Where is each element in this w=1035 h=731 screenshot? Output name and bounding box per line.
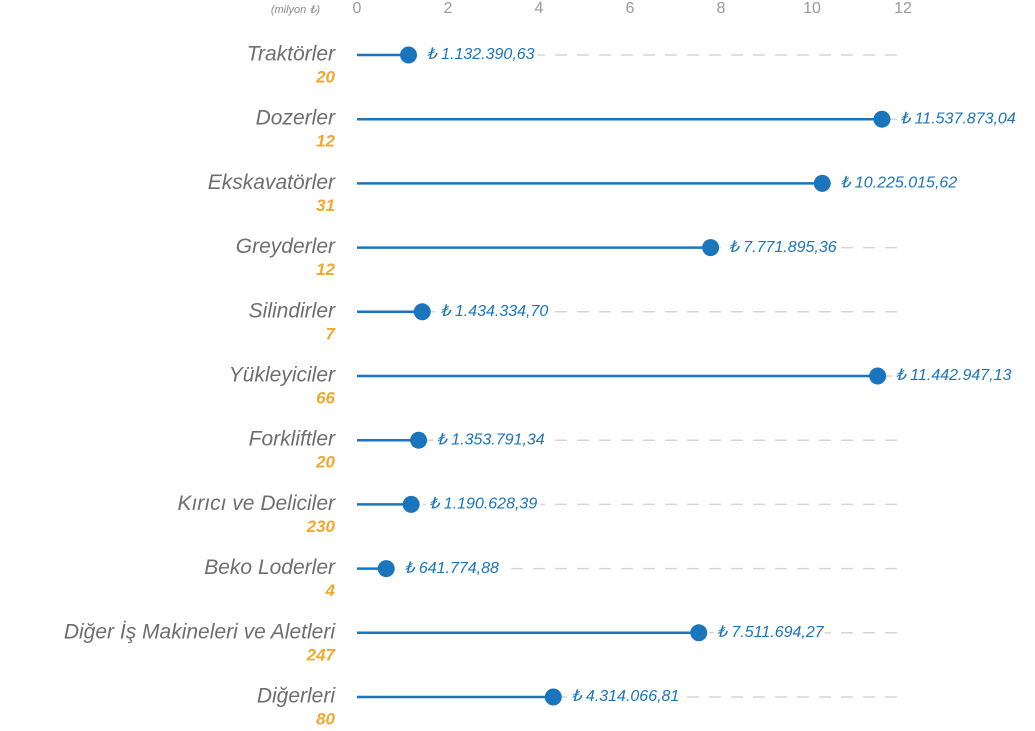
value-label: ₺ 7.771.895,36 <box>729 239 837 256</box>
count-label: 4 <box>325 581 336 600</box>
count-label: 7 <box>326 324 337 343</box>
category-label: Ekskavatörler <box>208 171 336 194</box>
category-label: Beko Loderler <box>204 556 336 579</box>
count-label: 66 <box>316 388 335 407</box>
count-label: 20 <box>315 67 335 86</box>
category-label: Dozerler <box>256 107 336 130</box>
dot <box>690 624 708 642</box>
value-label: ₺ 1.353.791,34 <box>437 431 545 448</box>
dot <box>402 495 420 513</box>
count-label: 12 <box>316 132 335 151</box>
value-label: ₺ 1.132.390,63 <box>427 46 535 63</box>
x-tick-label: 12 <box>894 0 912 17</box>
category-label: Diğer İş Makineleri ve Aletleri <box>64 620 336 643</box>
value-label: ₺ 4.314.066,81 <box>571 688 679 705</box>
value-label: ₺ 1.434.334,70 <box>440 303 548 320</box>
value-label: ₺ 641.774,88 <box>404 560 499 577</box>
count-label: 12 <box>316 260 335 279</box>
dot <box>400 46 418 64</box>
dot <box>413 303 431 321</box>
x-tick-label: 8 <box>717 0 726 17</box>
dot <box>813 174 831 192</box>
count-label: 20 <box>315 453 335 472</box>
value-label: ₺ 11.537.873,04 <box>900 110 1016 127</box>
category-label: Kırıcı ve Deliciler <box>177 492 336 515</box>
value-label: ₺ 11.442.947,13 <box>896 367 1012 384</box>
category-label: Silindirler <box>249 299 336 322</box>
category-label: Greyderler <box>236 235 336 258</box>
dot <box>702 239 720 257</box>
category-label: Traktörler <box>247 43 336 66</box>
value-label: ₺ 10.225.015,62 <box>840 175 957 192</box>
category-label: Forkliftler <box>249 428 336 451</box>
dot <box>410 431 428 449</box>
dot <box>869 367 887 385</box>
dot <box>873 110 891 128</box>
x-tick-label: 6 <box>626 0 635 17</box>
x-tick-label: 0 <box>353 0 362 17</box>
count-label: 80 <box>316 709 335 728</box>
x-tick-label: 2 <box>444 0 453 17</box>
value-label: ₺ 7.511.694,27 <box>717 624 825 641</box>
category-label: Diğerleri <box>257 685 337 708</box>
x-tick-label: 10 <box>803 0 821 17</box>
dot <box>377 560 395 578</box>
category-label: Yükleyiciler <box>229 364 336 387</box>
count-label: 31 <box>316 196 335 215</box>
axis-unit: (milyon ₺) <box>271 4 321 16</box>
count-label: 247 <box>306 645 337 664</box>
value-label: ₺ 1.190.628,39 <box>429 496 537 513</box>
count-label: 230 <box>306 517 336 536</box>
x-tick-label: 4 <box>535 0 544 17</box>
dot <box>544 688 562 706</box>
